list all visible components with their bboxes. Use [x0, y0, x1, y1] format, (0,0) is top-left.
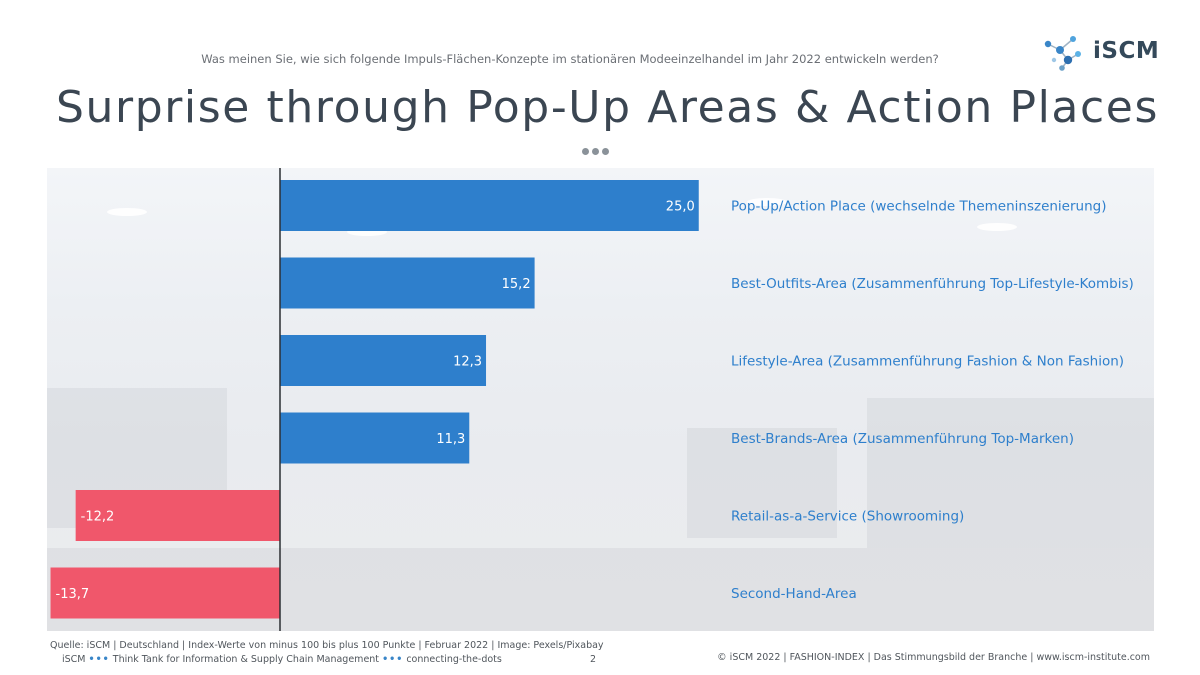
bar-4 — [280, 412, 470, 464]
data-label-3: 12,3 — [453, 355, 482, 370]
iscm-logo-icon — [1044, 36, 1081, 71]
think-tank-suffix: connecting-the-dots — [406, 654, 502, 665]
survey-question: Was meinen Sie, wie sich folgende Impuls… — [201, 52, 939, 66]
category-label-1: Pop-Up/Action Place (wechselnde Themenin… — [731, 199, 1106, 215]
dots-icon: ••• — [382, 654, 404, 665]
data-label-6: -13,7 — [56, 587, 90, 602]
data-label-2: 15,2 — [502, 277, 531, 292]
source-note: Quelle: iSCM | Deutschland | Index-Werte… — [50, 640, 604, 651]
page-title: Surprise through Pop-Up Areas & Action P… — [56, 82, 1159, 133]
bar-6 — [50, 567, 281, 619]
category-label-3: Lifestyle-Area (Zusammenführung Fashion … — [731, 354, 1124, 370]
data-label-4: 11,3 — [436, 432, 465, 447]
bar-3 — [280, 335, 487, 386]
data-label-5: -12,2 — [81, 510, 115, 525]
dots-icon: ••• — [88, 654, 110, 665]
think-tank-name: Think Tank for Information & Supply Chai… — [112, 654, 380, 665]
bar-2 — [280, 257, 535, 309]
category-label-4: Best-Brands-Area (Zusammenführung Top-Ma… — [731, 431, 1074, 447]
bar-1 — [280, 180, 699, 231]
data-label-1: 25,0 — [666, 200, 695, 215]
logo-text: iSCM — [1093, 38, 1160, 64]
copyright: © iSCM 2022 | FASHION-INDEX | Das Stimmu… — [717, 652, 1150, 663]
think-tank-line: iSCM ••• Think Tank for Information & Su… — [62, 654, 502, 665]
category-label-5: Retail-as-a-Service (Showrooming) — [731, 509, 964, 525]
bar-5 — [75, 490, 281, 541]
page-number: 2 — [590, 654, 597, 665]
category-label-6: Second-Hand-Area — [731, 586, 857, 602]
category-label-2: Best-Outfits-Area (Zusammenführung Top-L… — [731, 276, 1134, 292]
title-dots-icon — [582, 140, 622, 155]
store-background-image — [47, 168, 1154, 631]
think-tank-prefix: iSCM — [62, 654, 86, 665]
